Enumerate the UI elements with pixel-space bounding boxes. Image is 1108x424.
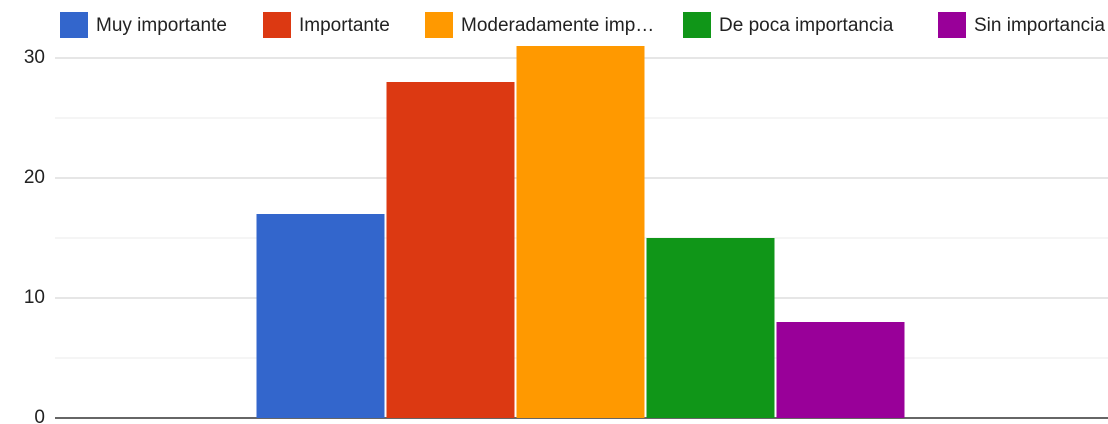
- legend-swatch: [425, 12, 453, 38]
- legend-swatch: [60, 12, 88, 38]
- legend-label: De poca importancia: [719, 15, 894, 36]
- bar: [516, 46, 645, 418]
- legend-label: Sin importancia: [974, 15, 1105, 36]
- legend-label: Muy importante: [96, 15, 227, 36]
- bar: [386, 82, 515, 418]
- legend-swatch: [263, 12, 291, 38]
- legend-label: Moderadamente imp…: [461, 15, 654, 36]
- y-tick-label: 10: [24, 287, 45, 308]
- y-tick-label: 20: [24, 167, 45, 188]
- bar: [646, 238, 775, 418]
- y-tick-label: 30: [24, 47, 45, 68]
- bar: [256, 214, 385, 418]
- y-tick-label: 0: [34, 407, 45, 424]
- legend-label: Importante: [299, 15, 390, 36]
- legend-swatch: [938, 12, 966, 38]
- bar: [776, 322, 905, 418]
- legend-swatch: [683, 12, 711, 38]
